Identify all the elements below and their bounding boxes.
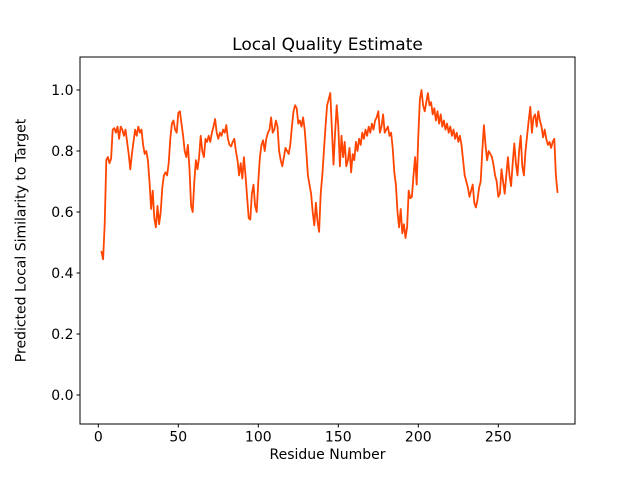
y-tick-label: 0.6 (51, 205, 73, 221)
x-axis-label: Residue Number (270, 447, 386, 463)
x-tick-label: 100 (245, 430, 272, 446)
x-tick-label: 250 (485, 430, 512, 446)
y-ticks: 0.0 0.2 0.4 0.6 0.8 1.0 (51, 83, 80, 404)
y-tick-label: 0.4 (51, 266, 73, 282)
y-axis-label: Predicted Local Similarity to Target (14, 118, 30, 362)
y-tick-label: 0.0 (51, 388, 73, 404)
chart-title: Local Quality Estimate (232, 35, 423, 55)
axes-border (79, 56, 576, 425)
y-tick-label: 0.2 (51, 327, 73, 343)
x-tick-label: 0 (94, 430, 103, 446)
y-tick-label: 1.0 (51, 83, 73, 99)
x-ticks: 0 50 100 150 200 250 (94, 424, 512, 446)
x-tick-label: 50 (169, 430, 187, 446)
x-tick-label: 200 (405, 430, 432, 446)
x-tick-label: 150 (325, 430, 352, 446)
quality-line (100, 89, 559, 261)
y-tick-label: 0.8 (51, 144, 73, 160)
